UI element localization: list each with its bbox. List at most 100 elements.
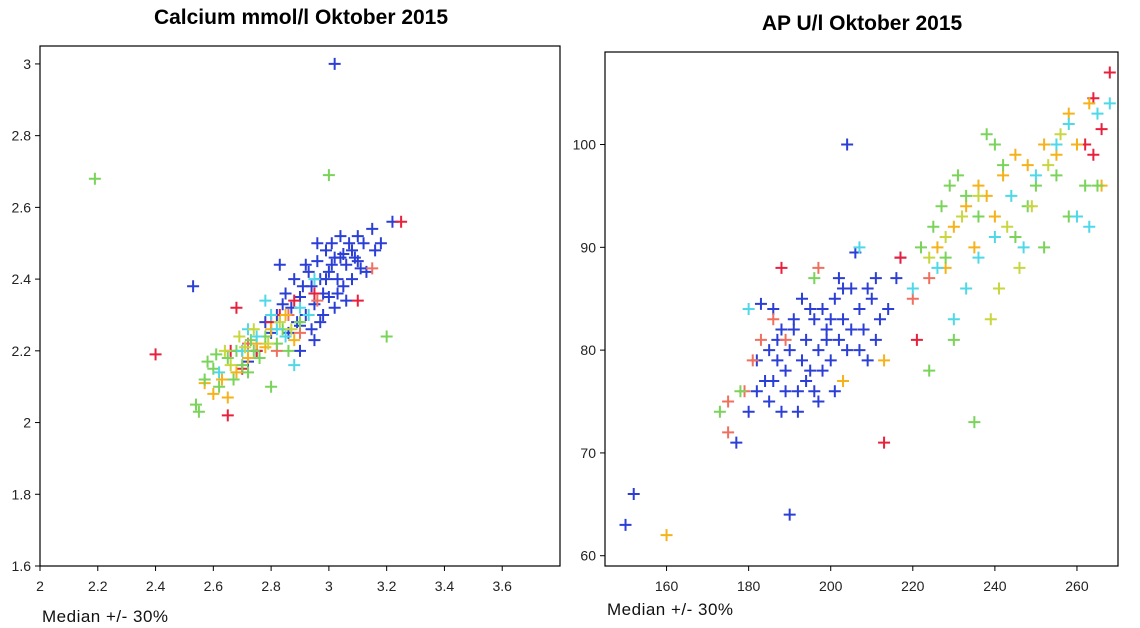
data-point [960,189,973,202]
data-point [816,303,829,315]
data-point [187,280,200,293]
data-point [767,303,780,315]
data-point [873,313,886,326]
data-point [340,258,353,271]
data-point [808,272,821,285]
data-point [308,334,321,347]
data-point [322,291,335,304]
data-point [273,258,286,271]
data-point [288,359,301,372]
data-point [213,380,226,393]
data-point [869,333,882,346]
data-point [262,337,275,350]
data-point [1095,123,1108,136]
data-point [270,323,283,336]
x-tick-label: 200 [819,578,843,594]
data-point [832,333,845,346]
data-point [247,344,260,357]
data-point [828,292,841,305]
data-point [779,333,792,346]
data-point [878,436,891,449]
data-point [972,251,985,264]
data-point [288,273,301,286]
data-point [775,323,788,336]
data-point [857,323,870,336]
data-point [1050,148,1063,161]
data-point [340,294,353,307]
y-tick-label: 3 [23,56,31,72]
data-point [783,344,796,357]
data-point [890,272,903,285]
data-point [988,210,1001,223]
data-point [816,364,829,377]
data-point [828,385,841,398]
data-point [968,241,981,254]
data-points [619,66,1116,542]
data-point [288,294,301,307]
data-point [960,282,973,295]
data-point [997,159,1010,172]
data-point [754,333,767,346]
data-point [951,169,964,182]
x-tick-label: 2.6 [204,578,224,594]
data-point [812,344,825,357]
data-point [1087,148,1100,161]
data-point [221,352,234,364]
data-point [808,385,821,398]
data-point [1079,179,1092,192]
data-points [88,57,408,422]
data-point [832,272,845,285]
data-point [285,323,298,336]
data-point [325,258,338,271]
data-point [224,359,237,372]
data-point [619,518,632,531]
y-tick-label: 100 [573,137,597,153]
data-point [787,323,800,336]
x-tick-label: 2.2 [88,578,108,594]
data-point [1062,117,1075,130]
data-point [742,405,755,418]
data-point [1013,261,1026,274]
data-point [947,313,960,326]
data-point [1050,138,1063,151]
data-point [308,287,321,300]
data-point [767,313,780,326]
data-point [218,344,231,357]
x-axis: 2 2.2 2.4 2.6 2.8 3 3.2 3.4 3.6 [36,566,512,594]
data-point [299,258,312,271]
data-point [812,395,825,408]
data-point [882,303,895,315]
calcium-scatter-chart: Calcium mmol/l Oktober 2015 1.6 1.8 2 2.2 2.… [12,6,561,626]
data-point [308,273,321,286]
data-point [746,354,759,367]
x-axis-label: Median +/- 30% [607,600,734,619]
data-point [236,359,249,372]
data-point [279,287,292,300]
data-point [239,341,252,354]
data-point [322,169,335,182]
data-point [366,262,379,275]
data-point [302,308,315,321]
data-point [775,261,788,274]
data-point [1009,231,1022,244]
data-point [804,364,817,377]
x-tick-label: 160 [655,578,679,594]
data-point [988,231,1001,244]
data-point [783,508,796,521]
data-point [861,354,874,367]
y-tick-label: 2 [23,415,31,431]
data-point [947,333,960,346]
data-point [1070,210,1083,223]
data-point [334,230,347,243]
data-point [779,364,792,377]
data-point [1021,159,1034,172]
data-point [192,405,205,418]
data-point [812,261,825,274]
data-point [754,297,767,310]
data-point [1029,169,1042,182]
x-tick-label: 2.4 [146,578,166,594]
data-point [265,308,278,321]
y-tick-label: 2.2 [12,343,32,359]
y-tick-label: 1.6 [12,558,32,574]
data-point [837,282,850,295]
